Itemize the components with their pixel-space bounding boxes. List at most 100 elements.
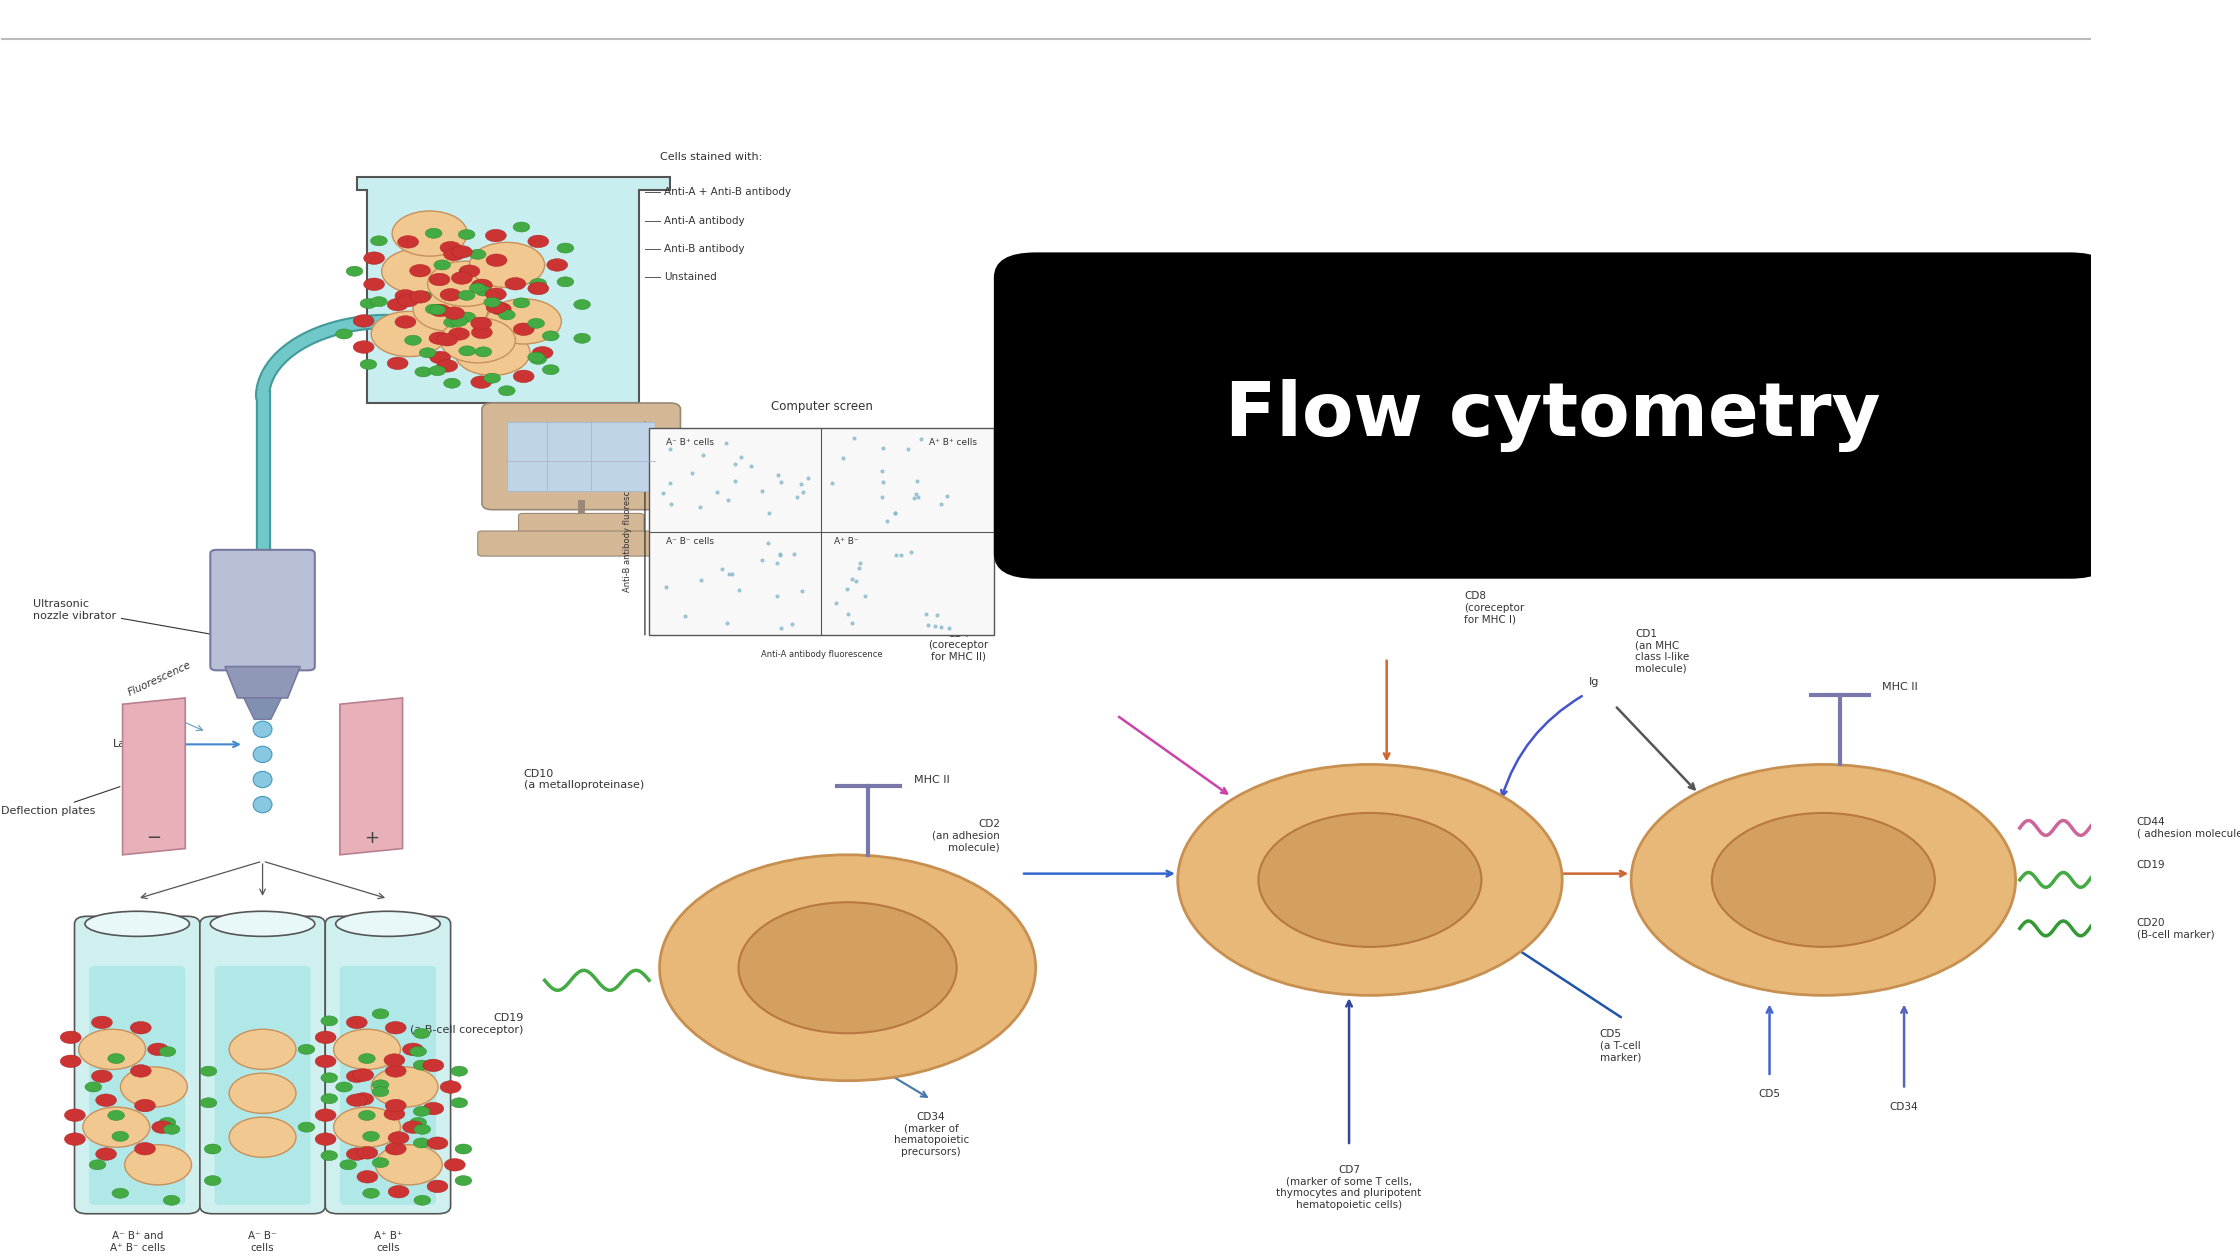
Circle shape [164,1124,179,1134]
Text: Cells stained with:: Cells stained with: [659,152,762,163]
Point [683,496,719,517]
FancyBboxPatch shape [995,252,2112,578]
FancyBboxPatch shape [340,966,437,1205]
Point [645,483,681,503]
Ellipse shape [336,911,441,936]
Circle shape [484,297,500,307]
Point [923,616,959,636]
Text: A⁺ B⁺ cells: A⁺ B⁺ cells [930,438,977,447]
Text: CD5: CD5 [1758,1090,1781,1100]
Text: CD19
(a B-cell coreceptor): CD19 (a B-cell coreceptor) [410,1013,524,1034]
Point [833,568,869,588]
Point [865,438,900,459]
Text: A⁺ B⁻: A⁺ B⁻ [833,537,858,546]
Circle shape [455,1144,473,1154]
Text: MHC II: MHC II [1882,682,1917,692]
Circle shape [354,340,374,353]
Point [900,488,936,508]
Point [918,605,954,625]
Circle shape [199,1097,217,1108]
Circle shape [412,286,488,331]
Circle shape [383,1053,405,1066]
Circle shape [739,902,956,1033]
Point [775,614,811,634]
Circle shape [204,1144,222,1154]
Polygon shape [224,667,300,698]
Circle shape [455,1176,473,1186]
Circle shape [470,318,493,330]
Circle shape [450,1097,468,1108]
Point [762,543,797,563]
Circle shape [108,1053,125,1063]
Point [836,427,871,447]
Circle shape [448,328,470,340]
Circle shape [486,255,506,267]
Text: +: + [363,829,379,847]
Circle shape [363,1188,379,1198]
Circle shape [486,301,506,314]
Text: CD10
(a metalloproteinase): CD10 (a metalloproteinase) [524,769,643,790]
Circle shape [410,291,430,304]
Point [717,455,753,475]
Circle shape [60,1055,81,1067]
Circle shape [316,1055,336,1067]
Circle shape [385,1099,405,1111]
Ellipse shape [253,746,271,762]
Circle shape [78,1029,146,1070]
Point [829,578,865,598]
Circle shape [444,248,464,261]
Circle shape [459,265,479,277]
Point [708,432,744,452]
Text: CD44
( adhesion molecule): CD44 ( adhesion molecule) [2137,818,2240,839]
Circle shape [388,1131,410,1144]
Circle shape [475,346,493,357]
Circle shape [423,1102,444,1115]
Polygon shape [244,698,282,719]
Circle shape [381,248,457,294]
Circle shape [439,242,461,255]
Circle shape [437,359,457,372]
Circle shape [320,1094,338,1104]
Circle shape [414,1124,430,1134]
Circle shape [298,1045,316,1055]
Circle shape [430,304,450,316]
Circle shape [531,354,547,364]
Circle shape [468,249,486,260]
Point [831,604,867,624]
Point [876,503,912,523]
Text: CD1
(an MHC
class I-like
molecule): CD1 (an MHC class I-like molecule) [1635,629,1689,674]
Text: A B-lineage CLL: A B-lineage CLL [1770,271,1877,285]
Point [759,553,795,573]
Point [717,471,753,491]
Circle shape [383,1108,405,1120]
Circle shape [513,323,533,335]
Circle shape [159,1047,175,1057]
Point [907,604,943,624]
Text: Ig: Ig [1588,677,1599,687]
Ellipse shape [253,796,271,813]
Circle shape [363,278,385,291]
Text: CD23
(low-affinity
IgE receptor): CD23 (low-affinity IgE receptor) [1396,832,1465,866]
Point [883,546,918,566]
Circle shape [352,1068,374,1081]
Point [759,465,795,485]
Bar [650,428,995,635]
Text: CD7
(marker of some T cells,
thymocytes and pluripotent
hematopoietic cells): CD7 (marker of some T cells, thymocytes … [1277,1164,1422,1210]
Circle shape [542,364,560,374]
Circle shape [388,357,408,369]
Circle shape [372,1009,390,1019]
Circle shape [354,315,374,328]
Circle shape [388,1186,410,1198]
Circle shape [444,1158,466,1171]
Circle shape [486,299,562,344]
Circle shape [372,1158,390,1168]
Text: A⁻ B⁻ cells: A⁻ B⁻ cells [665,537,715,546]
Circle shape [130,1065,152,1077]
Point [699,483,735,503]
Text: A⁻ B⁺ and
A⁺ B⁻ cells: A⁻ B⁺ and A⁺ B⁻ cells [110,1231,166,1252]
Circle shape [363,1131,379,1142]
Circle shape [83,1108,150,1147]
Circle shape [125,1145,193,1184]
FancyBboxPatch shape [517,513,643,533]
Point [909,615,945,635]
